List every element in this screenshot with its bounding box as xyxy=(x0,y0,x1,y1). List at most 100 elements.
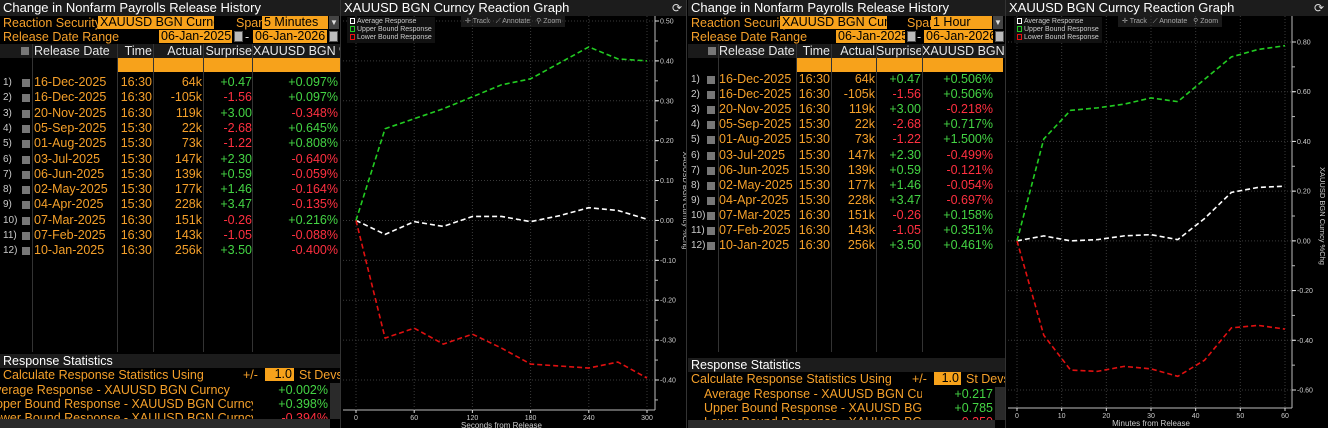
table-row[interactable]: 9) 04-Apr-2025 15:30 228k +3.47 -0.135% xyxy=(0,197,340,212)
table-row[interactable]: 8) 02-May-2025 15:30 177k +1.46 -0.054% xyxy=(688,178,1005,193)
stats-calc-label: Calculate Response Statistics Using xyxy=(691,372,892,386)
column-header-pct-change[interactable]: XAUUSD BGN %Chg xyxy=(922,44,1005,58)
table-row[interactable]: 4) 05-Sep-2025 15:30 22k -2.68 +0.645% xyxy=(0,121,340,136)
row-checkbox[interactable] xyxy=(22,186,30,195)
table-row[interactable]: 12) 10-Jan-2025 16:30 256k +3.50 -0.400% xyxy=(0,243,340,258)
row-checkbox[interactable] xyxy=(22,155,30,164)
refresh-icon[interactable]: ⟳ xyxy=(1313,1,1324,15)
select-all-checkbox[interactable] xyxy=(708,47,716,55)
x-tick-label: 60 xyxy=(410,415,418,422)
row-checkbox[interactable] xyxy=(707,242,715,251)
row-checkbox[interactable] xyxy=(707,227,715,235)
zoom-button[interactable]: ⚲ Zoom xyxy=(1193,18,1219,25)
row-checkbox[interactable] xyxy=(707,106,715,115)
table-row[interactable]: 8) 02-May-2025 15:30 177k +1.46 -0.164% xyxy=(0,182,340,197)
date-from-field[interactable]: 06-Jan-2025 xyxy=(836,30,905,43)
row-checkbox[interactable] xyxy=(22,79,30,87)
row-checkbox[interactable] xyxy=(22,247,30,256)
chart-plot[interactable]: 0.80 0.60 0.40 0.20 0.00 -0.20 -0.40 -0.60 0 10 20… xyxy=(1006,16,1328,428)
row-checkbox[interactable] xyxy=(707,166,715,175)
row-checkbox[interactable] xyxy=(22,170,30,179)
table-row[interactable]: 2) 16-Dec-2025 16:30 -105k -1.56 +0.506% xyxy=(688,87,1005,102)
chevron-down-icon[interactable]: ▼ xyxy=(329,16,339,29)
column-filter-row[interactable] xyxy=(796,58,1003,72)
column-header-actual[interactable]: Actual xyxy=(167,44,202,58)
row-checkbox[interactable] xyxy=(707,136,715,145)
stat-row[interactable]: Average Response - XAUUSD BGN Curncy xyxy=(0,383,253,397)
table-row[interactable]: 10) 07-Mar-2025 16:30 151k -0.26 +0.158% xyxy=(688,208,1005,223)
table-row[interactable]: 3) 20-Nov-2025 16:30 119k +3.00 -0.218% xyxy=(688,102,1005,117)
column-header-surprise[interactable]: Surprise xyxy=(876,44,921,58)
table-row[interactable]: 4) 05-Sep-2025 15:30 22k -2.68 +0.717% xyxy=(688,117,1005,132)
calendar-icon[interactable] xyxy=(329,31,338,42)
row-checkbox[interactable] xyxy=(707,76,715,84)
row-checkbox[interactable] xyxy=(707,121,715,130)
column-header-release-date[interactable]: Release Date xyxy=(719,44,795,58)
row-checkbox[interactable] xyxy=(22,109,30,118)
plus-minus-label: +/- xyxy=(243,368,258,382)
annotate-button[interactable]: ⟋ Annotate xyxy=(496,18,531,25)
st-devs-input[interactable]: 1.0 xyxy=(934,372,961,385)
stat-row[interactable]: Average Response - XAUUSD BGN Curncy xyxy=(688,387,922,401)
row-checkbox[interactable] xyxy=(707,151,715,160)
row-checkbox[interactable] xyxy=(22,124,30,133)
stat-row[interactable]: Upper Bound Response - XAUUSD BGN Curncy xyxy=(688,401,922,415)
table-row[interactable]: 1) 16-Dec-2025 16:30 64k +0.47 +0.097% xyxy=(0,75,340,90)
select-all-checkbox[interactable] xyxy=(21,47,29,55)
stat-row[interactable]: Upper Bound Response - XAUUSD BGN Curncy xyxy=(0,397,253,411)
table-row[interactable]: 5) 01-Aug-2025 15:30 73k -1.22 +0.808% xyxy=(0,136,340,151)
row-checkbox[interactable] xyxy=(707,181,715,190)
cell-time: 15:30 xyxy=(120,136,152,151)
table-row[interactable]: 1) 16-Dec-2025 16:30 64k +0.47 +0.506% xyxy=(688,72,1005,87)
horizontal-scrollbar[interactable] xyxy=(0,419,330,428)
column-header-time[interactable]: Time xyxy=(802,44,830,58)
span-select[interactable]: 1 Hour xyxy=(931,16,992,29)
column-filter-row[interactable] xyxy=(118,58,340,72)
reaction-security-field[interactable]: XAUUSD BGN Curncy xyxy=(98,16,214,29)
table-row[interactable]: 5) 01-Aug-2025 15:30 73k -1.22 +1.500% xyxy=(688,132,1005,147)
row-checkbox[interactable] xyxy=(707,196,715,205)
calendar-icon[interactable] xyxy=(995,31,1004,42)
date-to-field[interactable]: 06-Jan-2026 xyxy=(924,30,993,43)
calendar-icon[interactable] xyxy=(907,31,916,42)
table-row[interactable]: 3) 20-Nov-2025 16:30 119k +3.00 -0.348% xyxy=(0,106,340,121)
column-header-pct-change[interactable]: XAUUSD BGN %Chg xyxy=(253,44,340,58)
vertical-scrollbar[interactable] xyxy=(995,387,1005,420)
table-row[interactable]: 7) 06-Jun-2025 15:30 139k +0.59 -0.121% xyxy=(688,163,1005,178)
column-header-release-date[interactable]: Release Date xyxy=(34,44,110,58)
table-row[interactable]: 12) 10-Jan-2025 16:30 256k +3.50 +0.461% xyxy=(688,238,1005,253)
track-button[interactable]: ✛ Track xyxy=(1122,18,1147,25)
date-to-field[interactable]: 06-Jan-2026 xyxy=(253,30,327,43)
refresh-icon[interactable]: ⟳ xyxy=(671,1,682,15)
table-row[interactable]: 2) 16-Dec-2025 16:30 -105k -1.56 +0.097% xyxy=(0,90,340,105)
table-row[interactable]: 11) 07-Feb-2025 16:30 143k -1.05 +0.351% xyxy=(688,223,1005,238)
chevron-down-icon[interactable]: ▼ xyxy=(993,16,1003,29)
column-header-actual[interactable]: Actual xyxy=(840,44,875,58)
column-header-surprise[interactable]: Surprise xyxy=(205,44,252,58)
row-checkbox[interactable] xyxy=(22,94,30,103)
table-row[interactable]: 9) 04-Apr-2025 15:30 228k +3.47 -0.697% xyxy=(688,193,1005,208)
date-from-field[interactable]: 06-Jan-2025 xyxy=(159,30,232,43)
annotate-button[interactable]: ⟋ Annotate xyxy=(1152,18,1188,25)
row-checkbox[interactable] xyxy=(22,201,30,210)
row-checkbox[interactable] xyxy=(22,216,30,225)
st-devs-input[interactable]: 1.0 xyxy=(265,368,294,381)
y-tick-label: 0.60 xyxy=(1297,89,1311,96)
table-row[interactable]: 7) 06-Jun-2025 15:30 139k +0.59 -0.059% xyxy=(0,167,340,182)
table-row[interactable]: 6) 03-Jul-2025 15:30 147k +2.30 -0.499% xyxy=(688,148,1005,163)
vertical-scrollbar[interactable] xyxy=(330,383,340,419)
table-row[interactable]: 6) 03-Jul-2025 15:30 147k +2.30 -0.640% xyxy=(0,152,340,167)
row-checkbox[interactable] xyxy=(22,232,30,240)
table-row[interactable]: 10) 07-Mar-2025 16:30 151k -0.26 +0.216% xyxy=(0,213,340,228)
horizontal-scrollbar[interactable] xyxy=(688,420,995,428)
row-checkbox[interactable] xyxy=(22,140,30,149)
calendar-icon[interactable] xyxy=(234,31,243,42)
row-checkbox[interactable] xyxy=(707,91,715,100)
row-checkbox[interactable] xyxy=(707,211,715,220)
table-row[interactable]: 11) 07-Feb-2025 16:30 143k -1.05 -0.088% xyxy=(0,228,340,243)
reaction-security-field[interactable]: XAUUSD BGN Curncy xyxy=(780,16,887,29)
span-select[interactable]: 5 Minutes xyxy=(262,16,328,29)
cell-actual: 177k xyxy=(174,182,202,197)
chart-plot[interactable]: 0.50 0.40 0.30 0.20 0.10 0.00 -0.10 -0.20 -0.30 -… xyxy=(341,16,687,428)
column-header-time[interactable]: Time xyxy=(124,44,152,58)
